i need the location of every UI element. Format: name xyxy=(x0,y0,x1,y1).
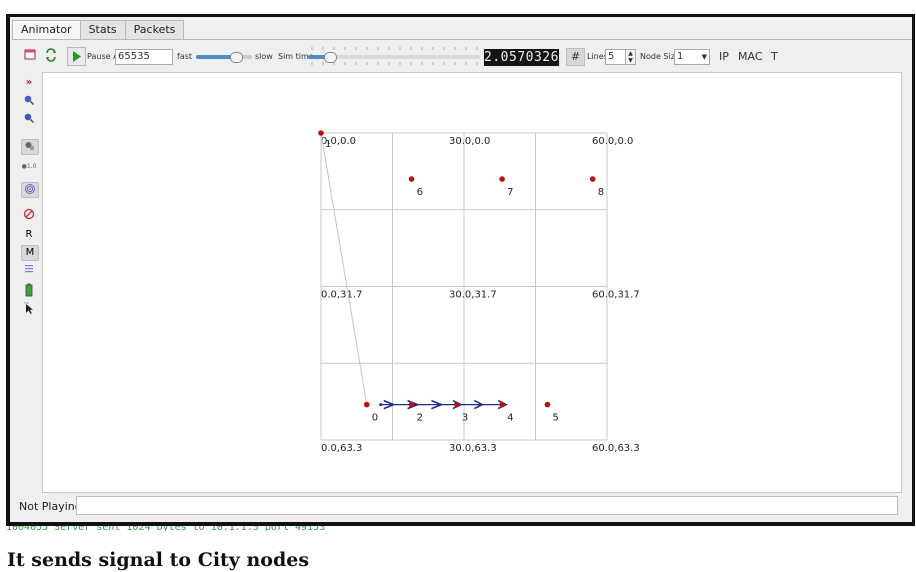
grid-coordinate-label: 60.0,0.0 xyxy=(592,136,633,147)
pause-at-label: Pause At xyxy=(87,52,122,61)
packet-arrow xyxy=(497,399,508,410)
node-size-label: Node Size xyxy=(640,52,680,61)
packet-arrow xyxy=(473,399,485,410)
zoom-out-icon[interactable] xyxy=(21,112,37,126)
grid-icon[interactable]: # xyxy=(566,48,585,66)
node-label: 4 xyxy=(507,413,513,424)
tab-packets[interactable]: Packets xyxy=(124,20,185,39)
sim-time-slider[interactable] xyxy=(308,52,480,63)
expand-icon[interactable]: » xyxy=(25,77,33,88)
time-display: 2.0570326 xyxy=(484,49,559,66)
chevron-down-icon: ▼ xyxy=(701,53,707,61)
node-7 xyxy=(499,176,505,182)
sim-time-ticks xyxy=(311,47,478,65)
node-label: 3 xyxy=(462,413,468,424)
node-6 xyxy=(408,176,415,182)
no-entry-icon[interactable] xyxy=(21,208,37,222)
tab-stats[interactable]: Stats xyxy=(79,20,126,39)
packet-arrow xyxy=(452,399,463,410)
lines-spin-arrows-icon[interactable]: ▲ ▼ xyxy=(625,49,636,65)
terminal-output-line: 1004055 Server sent 1024 bytes to 10.1.1… xyxy=(6,526,526,531)
tab-divider xyxy=(12,39,912,40)
node-1 xyxy=(318,130,324,136)
battery-icon[interactable] xyxy=(21,283,37,297)
status-field xyxy=(76,496,898,515)
refresh-icon[interactable] xyxy=(44,48,58,62)
node-label: 5 xyxy=(552,413,558,424)
node-label: 1 xyxy=(325,139,331,150)
node-size-select[interactable]: 1 ▼ xyxy=(674,49,710,65)
grid-coordinate-label: 30.0,0.0 xyxy=(449,136,490,147)
play-icon xyxy=(73,51,81,62)
sim-time-slider-knob[interactable] xyxy=(323,52,337,63)
lines-list-icon[interactable] xyxy=(21,263,37,277)
node-label: 6 xyxy=(417,187,423,198)
r-button[interactable]: R xyxy=(25,229,33,240)
lines-spinbox[interactable]: 5 xyxy=(605,49,627,65)
m-button[interactable]: M xyxy=(21,245,39,261)
ip-toggle[interactable]: IP xyxy=(719,50,729,63)
grid-coordinate-label: 60.0,63.3 xyxy=(592,443,640,454)
node-3 xyxy=(454,401,460,408)
sim-time-label: Sim time xyxy=(278,52,314,61)
packet-arrow xyxy=(431,399,444,410)
tab-bar: Animator Stats Packets xyxy=(12,20,185,40)
node-5 xyxy=(544,401,551,408)
mac-toggle[interactable]: MAC xyxy=(738,50,763,63)
packet-arrow xyxy=(383,399,396,410)
link-line xyxy=(320,132,368,405)
node-0 xyxy=(363,401,370,408)
node-position-icon[interactable]: ●1.0 xyxy=(21,163,37,170)
speed-slider-knob[interactable] xyxy=(230,52,244,63)
packet-source-dot xyxy=(379,403,383,407)
t-toggle[interactable]: T xyxy=(771,50,778,63)
node-label: 7 xyxy=(507,187,513,198)
figure-caption: It sends signal to City nodes xyxy=(7,549,310,571)
node-label: 0 xyxy=(372,413,378,424)
fingerprint-icon[interactable] xyxy=(21,182,39,198)
cursor-coordinates-icon[interactable]: x,y xyxy=(21,301,37,315)
svg-text:x,y: x,y xyxy=(24,301,29,305)
grid-coordinate-label: 60.0,31.7 xyxy=(592,290,640,301)
play-button[interactable] xyxy=(67,47,86,66)
sim-time-slider-fill xyxy=(308,55,329,59)
speed-slider-fill xyxy=(196,55,236,59)
grid-coordinate-label: 0.0,0.0 xyxy=(321,136,356,147)
grid-coordinate-label: 0.0,63.3 xyxy=(321,443,362,454)
grid-coordinate-label: 30.0,63.3 xyxy=(449,443,497,454)
animation-canvas[interactable]: 0.0,0.0 30.0,0.0 60.0,0.0 0.0,31.7 30.0,31.7… xyxy=(42,72,902,493)
node-4 xyxy=(499,401,505,408)
pause-at-input[interactable]: 65535 xyxy=(115,49,173,65)
netanim-window: Animator Stats Packets Pause At 65535 fa… xyxy=(10,17,912,522)
zoom-in-icon[interactable] xyxy=(21,94,37,108)
speed-slider[interactable] xyxy=(196,52,252,63)
node-label: 2 xyxy=(417,413,423,424)
node-label: 8 xyxy=(598,187,604,198)
grid-coordinate-label: 30.0,31.7 xyxy=(449,290,497,301)
status-label: Not Playing xyxy=(19,500,82,513)
toolbar: Pause At 65535 fast slow Sim time 2.0570… xyxy=(10,45,912,69)
window-icon[interactable] xyxy=(24,49,36,60)
fast-label: fast xyxy=(177,52,193,61)
node-8 xyxy=(589,176,596,182)
tab-animator[interactable]: Animator xyxy=(12,20,81,40)
grid-coordinate-label: 0.0,31.7 xyxy=(321,290,362,301)
node-2 xyxy=(408,401,415,408)
lines-label: Lines xyxy=(587,52,608,61)
network-scene: 0.0,0.0 30.0,0.0 60.0,0.0 0.0,31.7 30.0,31.7… xyxy=(318,130,640,454)
node-size-value: 1 xyxy=(677,51,684,62)
node-settings-icon[interactable] xyxy=(21,139,39,155)
slow-label: slow xyxy=(255,52,273,61)
